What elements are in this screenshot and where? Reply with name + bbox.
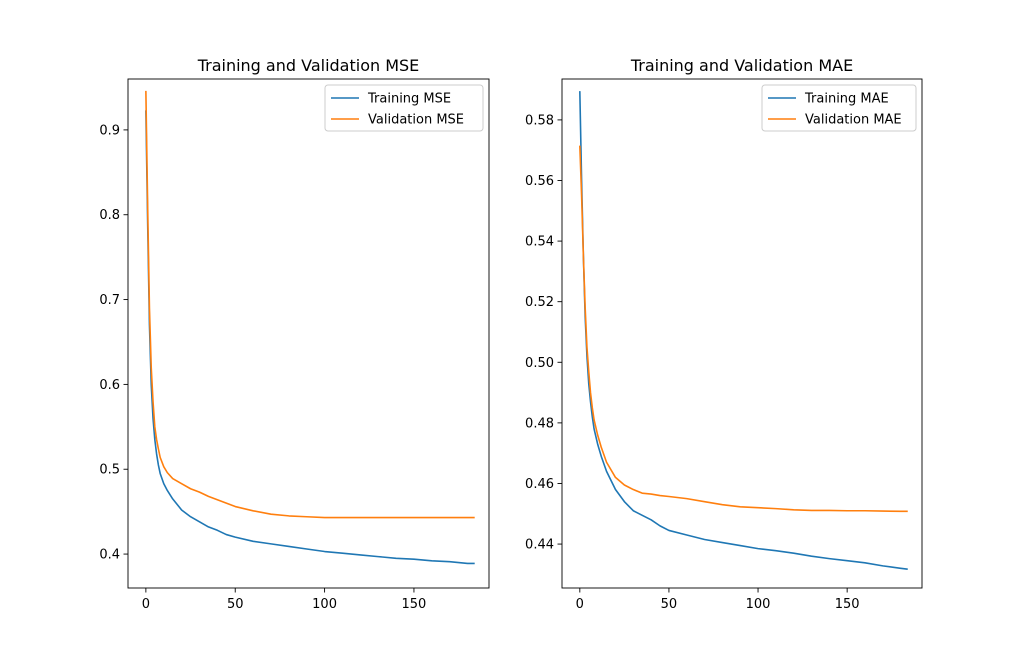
y-tick-label: 0.58 [525,113,554,128]
y-tick-label: 0.9 [99,123,120,138]
chart-title: Training and Validation MAE [630,56,853,75]
x-tick-label: 50 [661,597,678,612]
legend-box [324,84,484,132]
y-tick-label: 0.54 [525,235,554,250]
y-tick-label: 0.5 [99,463,120,478]
y-tick-label: 0.52 [525,295,554,310]
series-line-2 [579,145,908,513]
axes-frame [127,78,490,589]
legend: Training MSE Validation MSE [324,84,484,132]
y-tick-label: 0.46 [525,477,554,492]
x-tick-label: 100 [312,597,337,612]
series-line-1 [145,110,475,565]
x-tick-label: 150 [402,597,427,612]
y-tick-label: 0.48 [525,416,554,431]
legend-box [761,84,917,132]
legend-label-1: Training MAE [804,92,889,107]
chart-panel-2: Training and Validation MAE 0 50 100 150 0.44… [525,56,923,612]
series-line-1 [579,91,908,571]
legend-label-2: Validation MSE [368,113,464,128]
y-tick-label: 0.56 [525,174,554,189]
legend: Training MAE Validation MAE [761,84,917,132]
x-tick-label: 150 [835,597,860,612]
y-tick-label: 0.8 [99,208,120,223]
y-tick-label: 0.4 [99,548,120,563]
y-tick-label: 0.7 [99,293,120,308]
y-tick-label: 0.50 [525,356,554,371]
series-line-2 [145,90,475,519]
chart-panel-1: Training and Validation MSE 0 50 100 150 0.4 0… [99,56,490,612]
y-tick-label: 0.6 [99,378,120,393]
x-tick-label: 100 [746,597,771,612]
x-tick-label: 0 [142,597,150,612]
x-tick-label: 50 [227,597,244,612]
y-tick-label: 0.44 [525,538,554,553]
legend-label-2: Validation MAE [805,113,902,128]
chart-title: Training and Validation MSE [197,56,420,75]
legend-label-1: Training MSE [367,92,451,107]
x-tick-label: 0 [576,597,584,612]
axes-frame [561,78,923,589]
